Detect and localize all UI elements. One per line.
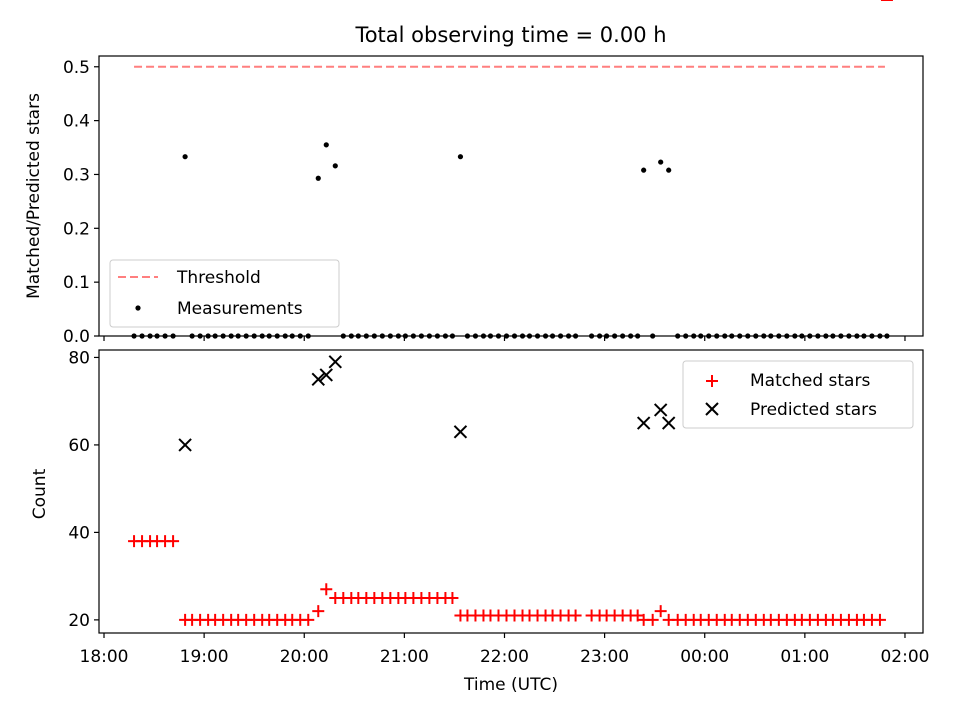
ratio-legend: Threshold Measurements	[109, 259, 340, 328]
measurement-point	[323, 142, 329, 148]
matched-star-marker	[320, 583, 333, 596]
predicted-star-marker	[311, 372, 325, 387]
count-x-ticks: 18:00 19:00 20:00 21:00 22:00 23:00 00:00 01:00…	[80, 633, 929, 667]
matched-star-marker	[302, 613, 315, 626]
predicted-legend-swatch	[705, 402, 719, 416]
x-tick-label: 01:00	[780, 647, 829, 667]
count-legend-box	[682, 360, 914, 429]
x-tick-label: 02:00	[880, 647, 929, 667]
measurements-legend-label: Measurements	[177, 299, 303, 319]
x-tick-label: 21:00	[380, 647, 429, 667]
predicted-star-marker	[661, 416, 676, 430]
x-tick-label: 18:00	[80, 647, 129, 667]
count-y-tick-label: 20	[68, 611, 90, 631]
x-tick-label: 20:00	[280, 647, 329, 667]
matched-star-marker	[569, 609, 582, 622]
count-panel: 20 40 60 80 18:00 19:00 20:00 21:00 22:00 23:00 0…	[30, 0, 929, 695]
matched-star-marker	[654, 605, 667, 618]
ratio-y-tick-label: 0.5	[63, 58, 90, 78]
measurement-point	[658, 159, 664, 165]
ratio-panel: 0.0 0.1 0.2 0.3 0.4 0.5 Matched/Predicted sta…	[24, 55, 924, 347]
count-y-tick-label: 80	[68, 348, 90, 368]
count-y-ticks: 20 40 60 80	[68, 348, 99, 631]
count-y-tick-label: 60	[68, 436, 90, 456]
threshold-legend-label: Threshold	[176, 268, 261, 288]
predicted-star-marker	[453, 425, 468, 439]
ratio-legend-box	[109, 259, 340, 328]
predicted-legend-label: Predicted stars	[750, 400, 877, 420]
ratio-y-axis-label: Matched/Predicted stars	[24, 93, 44, 299]
predicted-star-marker	[328, 355, 342, 369]
matched-legend-swatch	[706, 375, 718, 387]
matched-star-marker	[873, 613, 886, 626]
predicted-star-marker	[653, 403, 668, 417]
matched-star-marker	[631, 609, 644, 622]
x-tick-label: 22:00	[480, 647, 529, 667]
chart-title: Total observing time = 0.00 h	[354, 23, 666, 47]
measurements-legend-swatch	[135, 305, 141, 311]
ratio-y-tick-label: 0.2	[63, 219, 90, 239]
ratio-x-ticks	[103, 336, 906, 341]
ratio-y-tick-label: 0.0	[63, 327, 90, 347]
measurement-point	[332, 163, 338, 169]
x-axis-label: Time (UTC)	[463, 675, 558, 695]
x-tick-label: 19:00	[180, 647, 229, 667]
ratio-y-tick-label: 0.1	[63, 273, 90, 293]
matched-star-marker	[646, 613, 659, 626]
ratio-axes-frame	[98, 55, 924, 337]
count-y-tick-label: 40	[68, 523, 90, 543]
predicted-star-marker	[319, 368, 333, 382]
matched-star-marker	[312, 605, 325, 618]
matched-legend-label: Matched stars	[750, 371, 870, 391]
count-axes-frame	[98, 349, 924, 634]
measurement-point	[182, 154, 188, 160]
ratio-y-tick-label: 0.4	[63, 112, 90, 132]
count-legend: Matched stars Predicted stars	[682, 360, 914, 429]
ratio-y-ticks: 0.0 0.1 0.2 0.3 0.4 0.5	[63, 58, 99, 347]
predicted-star-marker	[178, 438, 192, 452]
ratio-y-tick-label: 0.3	[63, 165, 90, 185]
measurement-point	[666, 167, 672, 173]
count-y-axis-label: Count	[30, 468, 50, 519]
measurement-point	[641, 167, 647, 173]
measurement-point	[315, 175, 321, 181]
matched-star-marker	[167, 535, 180, 548]
predicted-star-marker	[636, 416, 651, 430]
matched-star-marker	[446, 592, 459, 605]
x-tick-label: 23:00	[580, 647, 629, 667]
count-marks	[128, 0, 893, 626]
measurement-point	[457, 154, 464, 160]
x-tick-label: 00:00	[680, 647, 729, 667]
